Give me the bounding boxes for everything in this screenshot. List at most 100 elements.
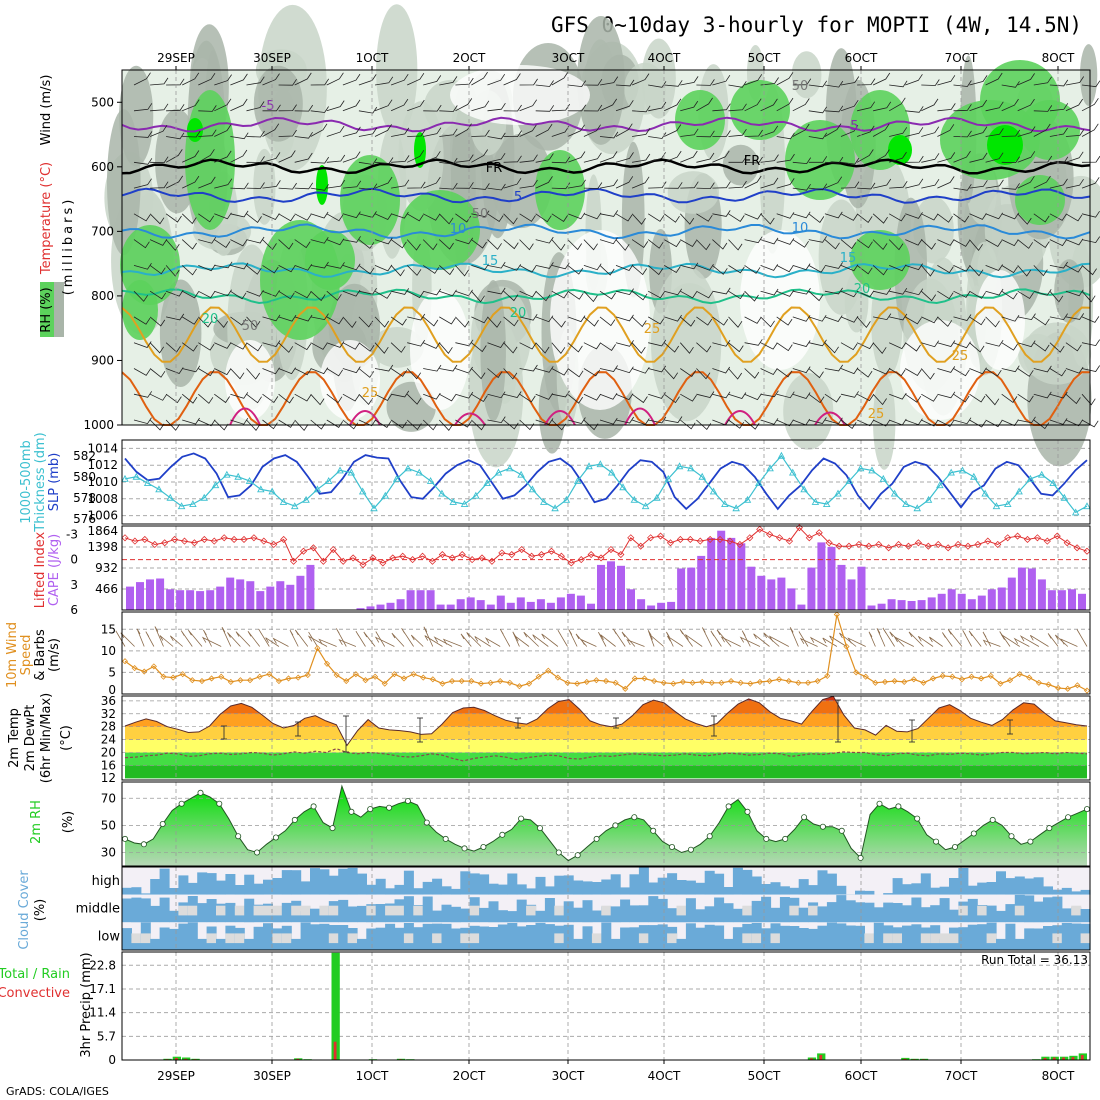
wind-barb — [407, 181, 426, 189]
cape-bar — [576, 595, 585, 610]
wind-barb — [872, 419, 891, 427]
wind-barb — [246, 342, 263, 352]
wind-barb — [439, 128, 458, 137]
cloud-column — [1071, 891, 1082, 895]
thickness-point — [528, 485, 537, 493]
thickness-point — [517, 470, 525, 478]
cloud-gap — [526, 905, 537, 916]
rh-point — [329, 825, 336, 832]
cloud-column — [544, 886, 555, 895]
wind10-barb — [868, 631, 876, 647]
cape-bar — [997, 587, 1006, 610]
thickness-point — [245, 477, 254, 484]
cloud-column — [216, 880, 226, 895]
lifted-index-point — [1014, 532, 1022, 540]
wind-barb — [760, 264, 779, 271]
cloud-column — [911, 883, 922, 895]
wind-barb — [937, 366, 956, 373]
rh-point — [744, 808, 751, 815]
lifted-index-point — [250, 534, 258, 542]
wind-barb — [294, 104, 314, 112]
rh-point — [537, 825, 544, 832]
cloud-column — [122, 928, 132, 950]
wind-speed-point — [824, 672, 831, 679]
wind10-barb — [201, 636, 222, 647]
wind-barb — [631, 265, 648, 276]
cloud-column — [450, 906, 461, 923]
cape-bar — [817, 542, 826, 610]
wind-barb — [519, 239, 534, 251]
wind-barb — [406, 393, 422, 405]
wind-barb — [648, 290, 665, 299]
wind-barb — [857, 78, 876, 86]
rh-legend-swatch-grey — [54, 282, 64, 337]
wind-barb — [1081, 419, 1099, 428]
wind-barb — [1081, 98, 1099, 112]
wind-barb — [278, 290, 295, 300]
wind-barb — [969, 393, 986, 403]
cape-bar — [987, 589, 996, 610]
wind10-barb — [1019, 635, 1040, 647]
wind-barb — [214, 316, 229, 328]
thickness-point — [257, 485, 265, 493]
wind-barb — [455, 316, 470, 328]
wind-barb — [326, 290, 342, 301]
lifted-index-point — [339, 557, 347, 565]
wind-barb — [824, 123, 842, 137]
wind10-barb — [685, 634, 703, 647]
contour-label: 10 — [792, 221, 809, 236]
wind-barb — [391, 288, 410, 295]
wind-barb — [1017, 151, 1036, 163]
lifted-index-point — [230, 535, 238, 544]
cloud-column — [855, 902, 865, 923]
cloud-column — [507, 922, 518, 950]
wind-barb — [149, 239, 168, 246]
cloud-column — [178, 923, 189, 950]
cloud-column — [657, 877, 668, 895]
thickness-point — [506, 464, 514, 472]
wind-barb — [374, 157, 394, 164]
wind-barb — [937, 176, 955, 189]
wind-barb — [487, 73, 506, 86]
cloud-column — [582, 881, 593, 895]
cape-bar — [306, 564, 315, 610]
rh-dry-area — [450, 65, 590, 125]
wind-barb — [487, 287, 506, 295]
cape-bar — [877, 603, 886, 610]
wind-barb — [953, 368, 970, 377]
wind-barb — [519, 78, 538, 86]
wind10-barb — [474, 636, 491, 647]
cloud-column — [939, 886, 950, 895]
lifted-index-point — [220, 534, 228, 542]
wind-barb — [680, 239, 697, 248]
wind-barb — [198, 105, 217, 112]
cloud-unit-label: (%) — [33, 899, 48, 922]
wind-barb — [953, 341, 971, 349]
wind-speed-point — [275, 677, 282, 685]
wind-barb — [149, 213, 165, 225]
wind-barb — [921, 316, 939, 324]
wind-barb — [391, 155, 410, 163]
contour-label: 15 — [840, 251, 857, 266]
wind-barb — [985, 288, 1004, 296]
wind-barb — [198, 72, 216, 86]
contour-label: 20 — [202, 312, 219, 327]
thickness-point — [562, 495, 571, 503]
wind-barb — [631, 73, 650, 86]
wind-barb — [198, 342, 215, 351]
wind-speed-point — [458, 677, 465, 685]
wind-barb — [583, 182, 603, 189]
wind-speed-point — [285, 675, 292, 682]
wind-barb — [262, 367, 280, 375]
panel-frame — [121, 525, 1091, 611]
wind-barb — [1065, 419, 1084, 427]
wind-barb — [1033, 265, 1048, 277]
cloud-column — [958, 927, 969, 950]
wind-speed-point — [718, 679, 725, 686]
cloud-column — [206, 873, 217, 895]
cloud-column — [263, 879, 273, 895]
wind10-barb — [466, 632, 482, 647]
thickness-point — [913, 504, 921, 512]
rh-legend-swatch-green — [40, 282, 54, 337]
thickness-point — [121, 474, 129, 482]
